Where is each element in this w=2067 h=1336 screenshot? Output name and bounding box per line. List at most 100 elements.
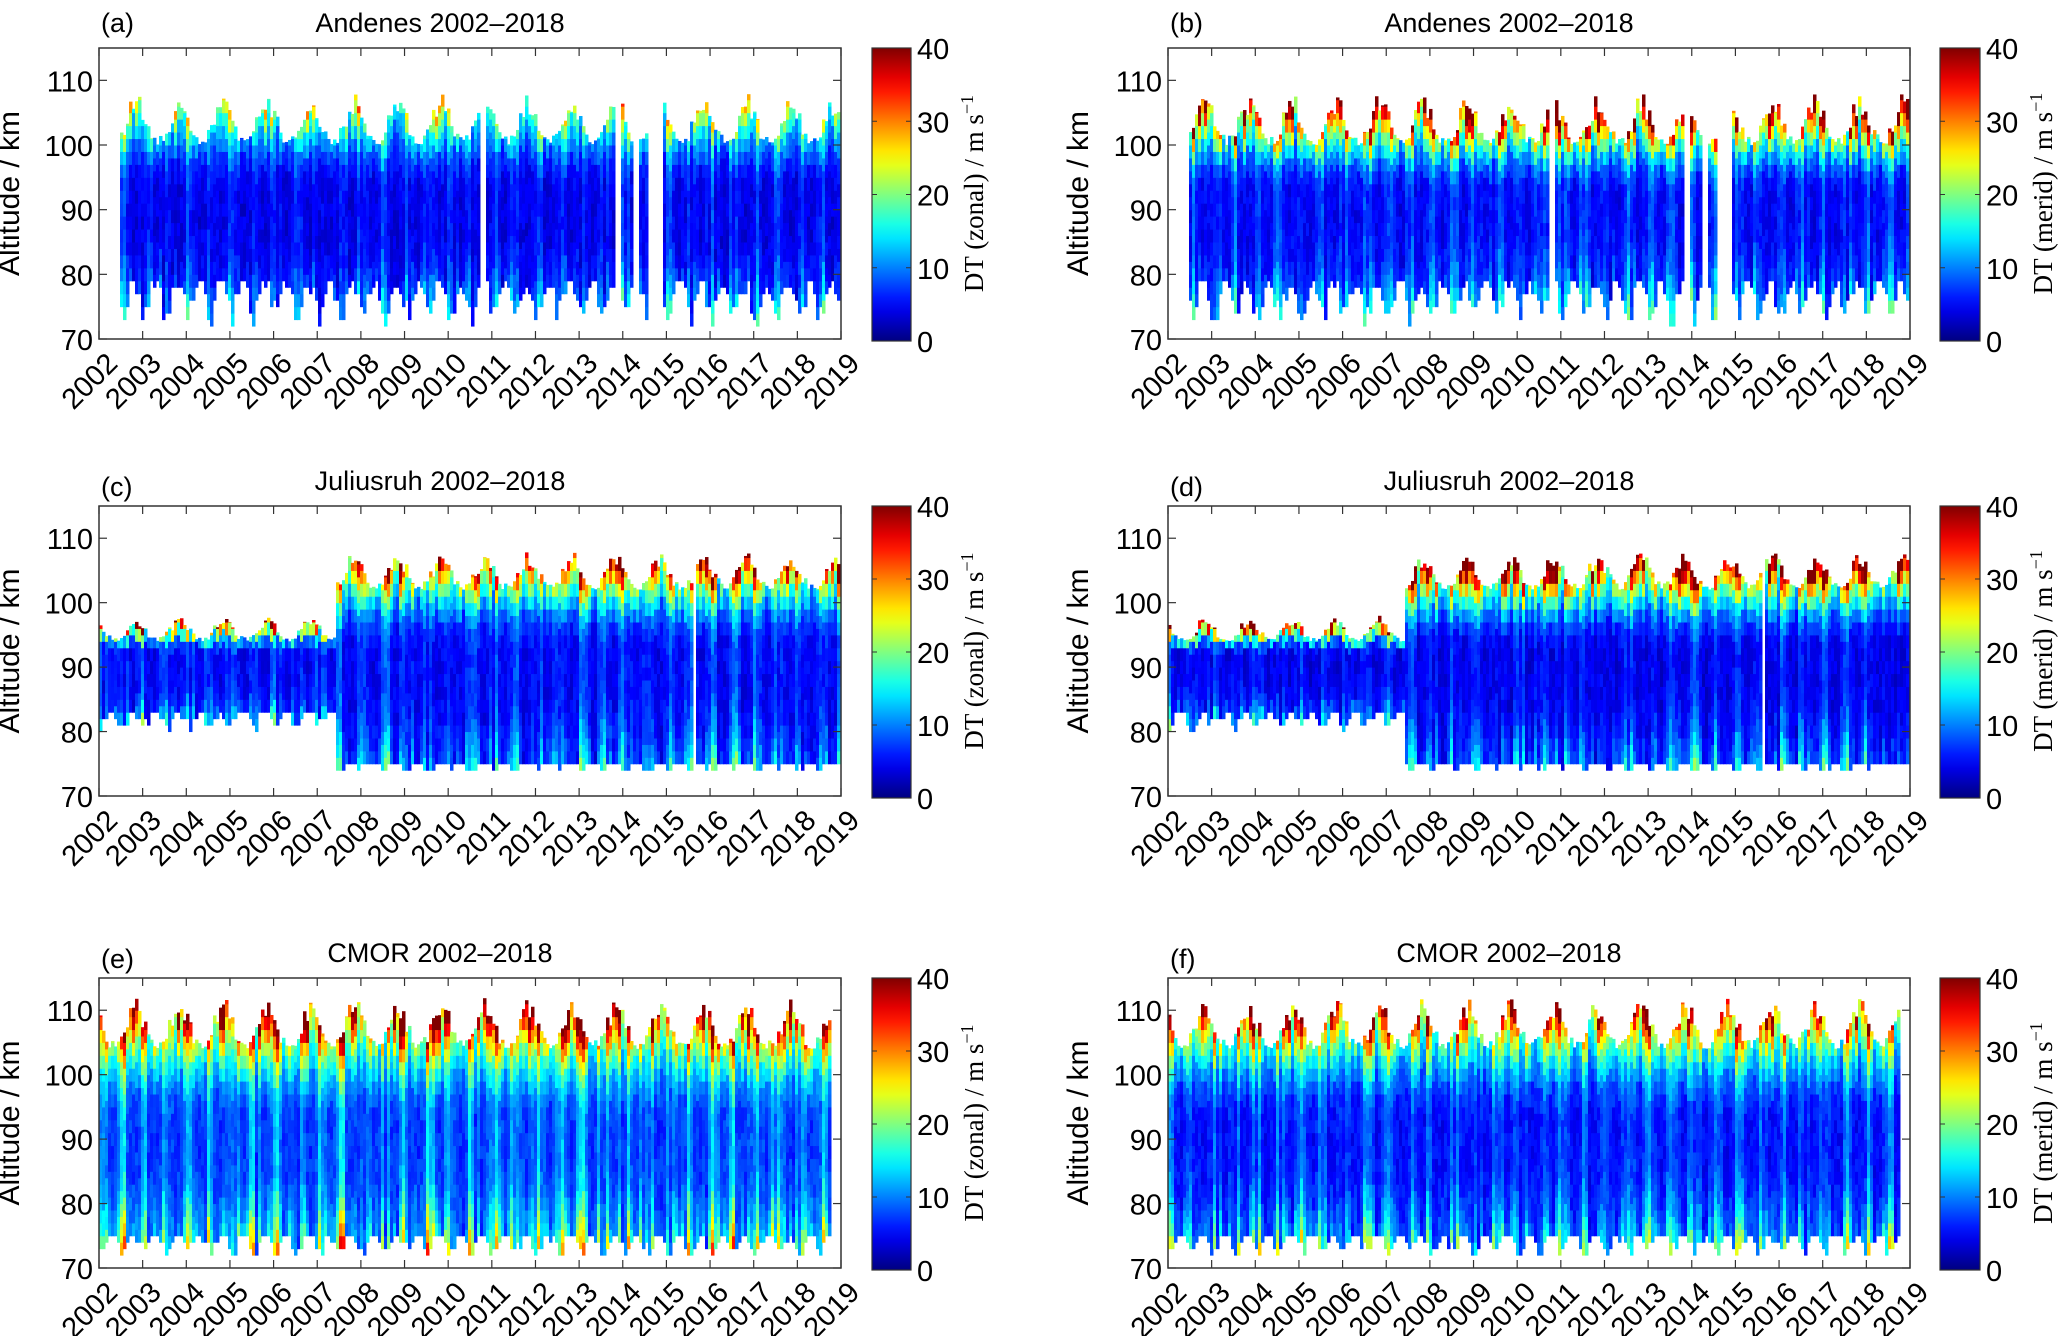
heatmap-cell: [321, 216, 325, 230]
heatmap-cell: [1357, 261, 1361, 275]
heatmap-cell: [1315, 144, 1319, 152]
heatmap-cell: [234, 267, 238, 282]
heatmap-cell: [1495, 300, 1499, 314]
heatmap-cell: [711, 183, 715, 198]
heatmap-cell: [396, 132, 400, 146]
heatmap-cell: [534, 164, 538, 178]
heatmap-cell: [177, 248, 181, 262]
heatmap-cell: [816, 216, 820, 230]
heatmap-cell: [1411, 287, 1415, 301]
heatmap-cell: [1333, 248, 1337, 262]
heatmap-cell: [144, 125, 148, 140]
heatmap-cell: [1444, 157, 1448, 172]
heatmap-cell: [435, 138, 439, 152]
heatmap-cell: [1543, 170, 1547, 185]
heatmap-cell: [393, 119, 397, 133]
heatmap-cell: [1525, 151, 1529, 165]
heatmap-cell: [315, 157, 319, 172]
heatmap-cell: [1387, 209, 1391, 224]
heatmap-cell: [693, 170, 697, 185]
heatmap-cell: [708, 115, 712, 127]
heatmap-cell: [567, 190, 571, 204]
heatmap-cell: [144, 177, 148, 191]
heatmap-cell: [207, 293, 211, 308]
heatmap-cell: [1357, 196, 1361, 211]
heatmap-cell: [174, 222, 178, 237]
heatmap-cell: [756, 183, 760, 198]
heatmap-cell: [1204, 177, 1208, 191]
heatmap-cell: [156, 177, 160, 191]
heatmap-cell: [459, 235, 463, 249]
heatmap-cell: [1237, 183, 1241, 198]
colorbar-label-text: DT (zonal) / m s: [959, 114, 989, 292]
heatmap-cell: [525, 132, 529, 146]
heatmap-cell: [288, 196, 292, 211]
heatmap-cell: [1534, 267, 1538, 282]
heatmap-cell: [423, 190, 427, 204]
heatmap-cell: [411, 157, 415, 172]
heatmap-cell: [510, 274, 514, 288]
heatmap-cell: [1195, 138, 1199, 152]
heatmap-cell: [510, 157, 514, 172]
heatmap-cell: [1519, 306, 1523, 321]
heatmap-cell: [384, 235, 388, 249]
heatmap-cell: [558, 287, 562, 301]
heatmap-cell: [519, 183, 523, 198]
heatmap-cell: [1312, 144, 1316, 152]
heatmap-cell: [663, 112, 667, 127]
heatmap-cell: [1396, 177, 1400, 191]
heatmap-cell: [639, 254, 643, 269]
heatmap-cell: [1261, 267, 1265, 282]
heatmap-cell: [750, 132, 754, 146]
heatmap-cell: [276, 254, 280, 269]
heatmap-cell: [1450, 170, 1454, 185]
heatmap-cell: [294, 242, 298, 256]
heatmap-cell: [279, 177, 283, 191]
heatmap-cell: [819, 138, 823, 152]
heatmap-cell: [1207, 106, 1211, 120]
heatmap-cell: [1390, 190, 1394, 204]
heatmap-cell: [1249, 99, 1253, 114]
heatmap-cell: [315, 287, 319, 301]
heatmap-cell: [258, 138, 262, 152]
heatmap-cell: [213, 261, 217, 275]
heatmap-cell: [1378, 170, 1382, 185]
heatmap-cell: [219, 203, 223, 217]
heatmap-cell: [429, 235, 433, 249]
heatmap-cell: [468, 203, 472, 217]
heatmap-cell: [762, 280, 766, 295]
heatmap-cell: [1546, 119, 1550, 133]
heatmap-cell: [597, 137, 601, 140]
heatmap-cell: [1393, 248, 1397, 262]
heatmap-cell: [261, 190, 265, 204]
heatmap-cell: [1210, 203, 1214, 217]
heatmap-cell: [378, 170, 382, 185]
heatmap-cell: [1237, 170, 1241, 185]
heatmap-cell: [192, 209, 196, 224]
heatmap-cell: [789, 248, 793, 262]
heatmap-cell: [1417, 138, 1421, 152]
heatmap-cell: [717, 164, 721, 178]
heatmap-cell: [810, 254, 814, 269]
heatmap-cell: [387, 132, 391, 146]
heatmap-cell: [513, 300, 517, 314]
heatmap-cell: [1459, 132, 1463, 146]
heatmap-cell: [219, 177, 223, 191]
heatmap-cell: [495, 177, 499, 191]
heatmap-cell: [639, 151, 643, 165]
heatmap-cell: [579, 242, 583, 256]
heatmap-cell: [162, 140, 166, 152]
heatmap-cell: [825, 280, 829, 295]
heatmap-cell: [582, 287, 586, 301]
heatmap-cell: [1504, 203, 1508, 217]
heatmap-cell: [711, 145, 715, 159]
heatmap-cell: [786, 261, 790, 275]
heatmap-cell: [423, 216, 427, 230]
heatmap-cell: [1252, 274, 1256, 288]
heatmap-cell: [1333, 222, 1337, 237]
heatmap-cell: [831, 242, 835, 256]
heatmap-cell: [1357, 144, 1361, 146]
heatmap-cell: [630, 145, 634, 159]
heatmap-cell: [795, 287, 799, 301]
heatmap-cell: [1303, 261, 1307, 275]
